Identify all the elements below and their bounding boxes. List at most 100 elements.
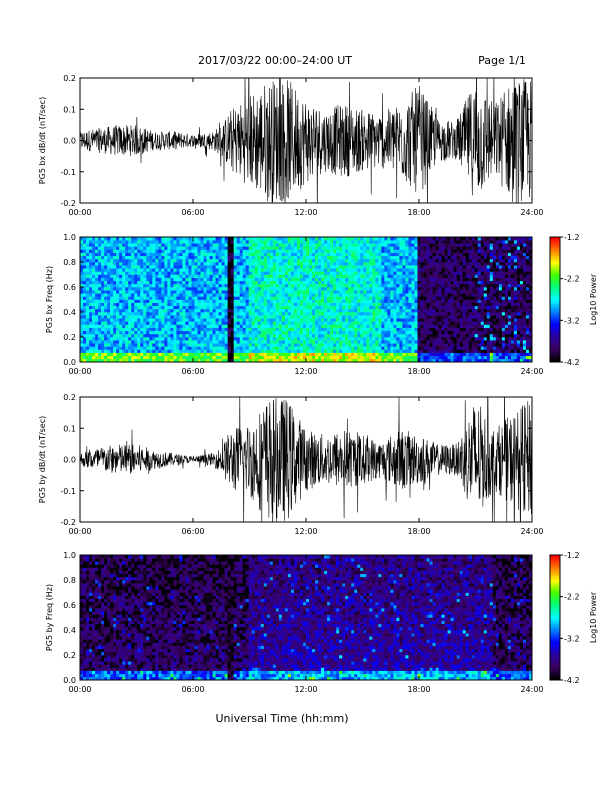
spectrogram-cell (143, 246, 146, 249)
spectrogram-cell (396, 256, 399, 259)
spectrogram-cell (176, 253, 179, 256)
spectrogram-cell (219, 334, 222, 337)
spectrogram-cell (92, 343, 95, 346)
spectrogram-cell (273, 290, 276, 293)
spectrogram-cell (378, 240, 381, 243)
spectrogram-cell (89, 290, 92, 293)
spectrogram-cell (134, 312, 137, 315)
spectrogram-cell (366, 237, 369, 240)
spectrogram-cell (222, 337, 225, 340)
spectrogram-cell (191, 287, 194, 290)
spectrogram-cell (414, 334, 417, 337)
spectrogram-cell (222, 312, 225, 315)
spectrogram-cell (375, 343, 378, 346)
spectrogram-cell (390, 281, 393, 284)
spectrogram-cell (321, 300, 324, 303)
spectrogram-cell (414, 250, 417, 253)
spectrogram-cell (201, 309, 204, 312)
spectrogram-cell (354, 350, 357, 353)
spectrogram-cell (427, 262, 430, 265)
spectrogram-cell (348, 287, 351, 290)
spectrogram-cell (427, 334, 430, 337)
spectrogram-cell (345, 328, 348, 331)
spectrogram-cell (219, 253, 222, 256)
spectrogram-cell (309, 246, 312, 249)
spectrogram-cell (231, 278, 234, 281)
spectrogram-cell (207, 346, 210, 349)
spectrogram-cell (360, 346, 363, 349)
spectrogram-cell (170, 275, 173, 278)
spectrogram-cell (285, 293, 288, 296)
spectrogram-cell (216, 262, 219, 265)
spectrogram-cell (294, 237, 297, 240)
spectrogram-cell (152, 262, 155, 265)
spectrogram-cell (185, 246, 188, 249)
spectrogram-cell (128, 346, 131, 349)
spectrogram-cell (282, 253, 285, 256)
spectrogram-cell (336, 350, 339, 353)
spectrogram-cell (324, 353, 327, 356)
spectrogram-cell (104, 309, 107, 312)
spectrogram-cell (234, 287, 237, 290)
spectrogram-cell (161, 350, 164, 353)
spectrogram-cell (369, 284, 372, 287)
spectrogram-cell (167, 290, 170, 293)
spectrogram-cell (336, 325, 339, 328)
spectrogram-cell (366, 309, 369, 312)
spectrogram-cell (291, 346, 294, 349)
spectrogram-cell (439, 334, 442, 337)
spectrogram-cell (237, 268, 240, 271)
spectrogram-cell (119, 353, 122, 356)
spectrogram-cell (360, 328, 363, 331)
spectrogram-cell (399, 350, 402, 353)
spectrogram-cell (360, 350, 363, 353)
spectrogram-cell (405, 309, 408, 312)
spectrogram-cell (204, 356, 207, 359)
spectrogram-cell (333, 343, 336, 346)
spectrogram-cell (433, 356, 436, 359)
spectrogram-cell (134, 268, 137, 271)
spectrogram-cell (152, 315, 155, 318)
spectrogram-cell (122, 243, 125, 246)
spectrogram-cell (89, 331, 92, 334)
spectrogram-cell (354, 303, 357, 306)
spectrogram-cell (282, 315, 285, 318)
spectrogram-cell (125, 253, 128, 256)
spectrogram-cell (442, 309, 445, 312)
spectrogram-cell (152, 328, 155, 331)
spectrogram-cell (424, 246, 427, 249)
spectrogram-cell (240, 243, 243, 246)
spectrogram-cell (369, 287, 372, 290)
spectrogram-cell (411, 318, 414, 321)
spectrogram-cell (182, 328, 185, 331)
spectrogram-cell (327, 246, 330, 249)
spectrogram-cell (243, 253, 246, 256)
spectrogram-cell (146, 243, 149, 246)
spectrogram-cell (424, 287, 427, 290)
spectrogram-cell (234, 268, 237, 271)
spectrogram-cell (249, 281, 252, 284)
spectrogram-cell (234, 356, 237, 359)
spectrogram-cell (207, 268, 210, 271)
spectrogram-cell (351, 306, 354, 309)
spectrogram-cell (210, 337, 213, 340)
spectrogram-cell (342, 306, 345, 309)
spectrogram-cell (402, 275, 405, 278)
spectrogram-cell (137, 337, 140, 340)
spectrogram-cell (243, 318, 246, 321)
spectrogram-cell (140, 321, 143, 324)
spectrogram-cell (225, 346, 228, 349)
spectrogram-cell (176, 315, 179, 318)
spectrogram-cell (363, 275, 366, 278)
spectrogram-cell (104, 312, 107, 315)
spectrogram-cell (427, 237, 430, 240)
spectrogram-cell (288, 306, 291, 309)
spectrogram-cell (414, 303, 417, 306)
spectrogram-cell (276, 237, 279, 240)
spectrogram-cell (104, 300, 107, 303)
spectrogram-cell (104, 243, 107, 246)
spectrogram-cell (98, 271, 101, 274)
spectrogram-cell (393, 246, 396, 249)
spectrogram-cell (360, 243, 363, 246)
spectrogram-cell (83, 256, 86, 259)
